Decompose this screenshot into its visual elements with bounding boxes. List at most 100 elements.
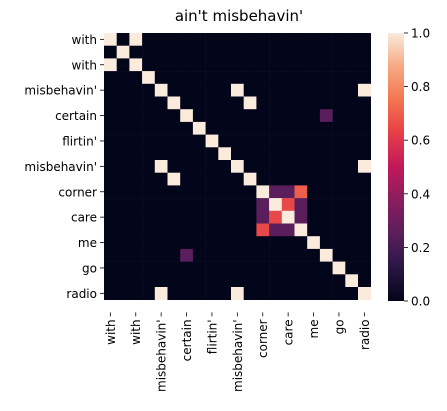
heatmap-cell xyxy=(307,96,321,110)
heatmap-cell xyxy=(358,71,371,85)
heatmap-cell xyxy=(358,223,371,237)
heatmap-cell xyxy=(319,261,333,275)
heatmap-cell xyxy=(129,172,143,186)
heatmap-cell xyxy=(129,71,143,85)
heatmap-cell xyxy=(332,274,346,288)
heatmap-cell xyxy=(167,210,181,224)
heatmap-cell xyxy=(269,134,283,148)
colorbar-tick-label: 0.6 xyxy=(411,134,430,148)
heatmap-cell xyxy=(281,198,295,212)
heatmap-cell xyxy=(167,261,181,275)
heatmap-cell xyxy=(218,172,232,186)
y-tick-label: corner xyxy=(58,185,97,199)
heatmap-cell xyxy=(345,71,359,85)
heatmap-cell xyxy=(205,261,219,275)
heatmap-cell xyxy=(180,198,194,212)
heatmap-cell xyxy=(116,134,130,148)
colorbar-tick-label: 0.2 xyxy=(411,241,430,255)
heatmap-cell xyxy=(180,236,194,250)
heatmap-cell xyxy=(167,45,181,59)
heatmap-cell xyxy=(167,160,181,173)
heatmap-cell xyxy=(319,274,333,288)
heatmap-cell xyxy=(269,223,283,237)
heatmap-cell xyxy=(154,248,168,262)
heatmap-cell xyxy=(129,58,143,72)
heatmap-cell xyxy=(104,287,117,300)
heatmap-cell xyxy=(345,147,359,161)
heatmap-cell xyxy=(192,96,206,110)
heatmap-cell xyxy=(231,172,244,186)
colorbar xyxy=(388,33,404,301)
heatmap-cell xyxy=(104,109,117,123)
x-tick-label: misbehavin' xyxy=(155,319,169,392)
heatmap-cell xyxy=(307,147,321,161)
heatmap-cell xyxy=(332,287,346,300)
heatmap-cell xyxy=(104,261,117,275)
heatmap-cell xyxy=(307,236,321,250)
heatmap-cell xyxy=(243,261,257,275)
heatmap-cell xyxy=(345,160,359,173)
heatmap-cell xyxy=(294,96,308,110)
heatmap-cell xyxy=(332,71,346,85)
heatmap-cell xyxy=(345,96,359,110)
heatmap-cell xyxy=(231,96,244,110)
heatmap-cell xyxy=(294,287,308,300)
heatmap-cell xyxy=(358,185,371,199)
heatmap-cell xyxy=(243,121,257,135)
heatmap-cell xyxy=(116,96,130,110)
heatmap-cell xyxy=(154,58,168,72)
heatmap-cell xyxy=(167,33,181,46)
heatmap-cell xyxy=(154,172,168,186)
heatmap-cell xyxy=(319,45,333,59)
heatmap-cell xyxy=(294,274,308,288)
heatmap-cell xyxy=(281,185,295,199)
heatmap-cell xyxy=(345,287,359,300)
heatmap-cell xyxy=(205,71,219,85)
heatmap-cell xyxy=(358,109,371,123)
heatmap-cell xyxy=(104,185,117,199)
heatmap-cell xyxy=(307,223,321,237)
heatmap-cell xyxy=(154,134,168,148)
heatmap-cell xyxy=(192,274,206,288)
x-tick-label: corner xyxy=(256,319,270,358)
heatmap-cell xyxy=(345,210,359,224)
heatmap-cell xyxy=(180,223,194,237)
heatmap-cell xyxy=(116,147,130,161)
heatmap-cell xyxy=(256,287,270,300)
heatmap-cell xyxy=(142,33,156,46)
heatmap-cell xyxy=(205,198,219,212)
heatmap-cell xyxy=(358,261,371,275)
heatmap-cell xyxy=(129,109,143,123)
heatmap-cell xyxy=(231,261,244,275)
y-tick-label: with xyxy=(72,33,97,47)
heatmap-cell xyxy=(345,134,359,148)
heatmap-cell xyxy=(192,71,206,85)
heatmap-cell xyxy=(358,45,371,59)
heatmap-cell xyxy=(129,274,143,288)
heatmap-cell xyxy=(256,198,270,212)
heatmap-cell xyxy=(192,160,206,173)
heatmap-cell xyxy=(358,134,371,148)
heatmap-cell xyxy=(358,236,371,250)
y-tick-label: flirtin' xyxy=(62,134,97,148)
heatmap-cell xyxy=(218,109,232,123)
heatmap-cell xyxy=(294,248,308,262)
heatmap-cell xyxy=(332,134,346,148)
heatmap-cell xyxy=(167,147,181,161)
heatmap-cell xyxy=(167,71,181,85)
heatmap-cell xyxy=(218,58,232,72)
heatmap-cell xyxy=(129,248,143,262)
heatmap-cell xyxy=(281,45,295,59)
heatmap-cell xyxy=(205,147,219,161)
heatmap-cell xyxy=(142,261,156,275)
heatmap-cell xyxy=(294,134,308,148)
heatmap-cell xyxy=(294,160,308,173)
heatmap-cell xyxy=(269,287,283,300)
heatmap-cell xyxy=(129,261,143,275)
heatmap-cell xyxy=(269,185,283,199)
heatmap-cell xyxy=(345,172,359,186)
heatmap-cell xyxy=(142,134,156,148)
heatmap-cell xyxy=(142,83,156,97)
heatmap-cell xyxy=(205,223,219,237)
heatmap-cell xyxy=(205,274,219,288)
